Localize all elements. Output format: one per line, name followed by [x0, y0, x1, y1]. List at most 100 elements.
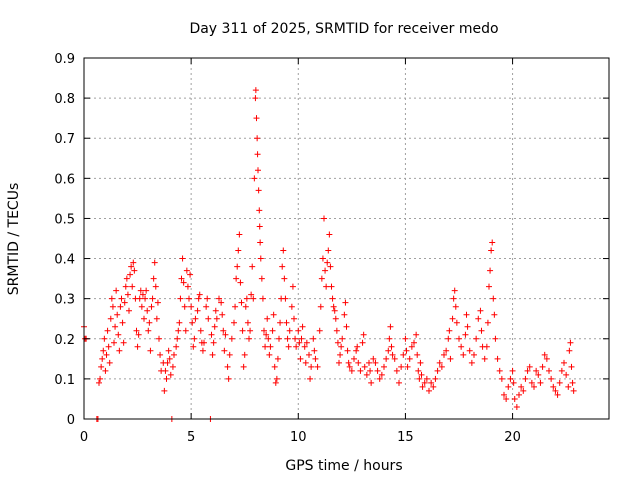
data-point: [182, 327, 189, 334]
data-point: [261, 327, 267, 334]
data-point: [101, 335, 108, 342]
data-point: [209, 351, 216, 358]
data-point: [104, 327, 111, 334]
data-point: [406, 355, 413, 362]
data-point: [232, 303, 239, 310]
data-point: [224, 363, 231, 370]
data-point: [366, 359, 372, 366]
y-tick-label: 0.7: [54, 132, 75, 147]
data-point: [220, 327, 227, 334]
data-point: [452, 303, 459, 310]
data-point: [489, 239, 496, 246]
data-point: [176, 319, 183, 326]
data-point: [271, 363, 278, 370]
data-point: [434, 367, 441, 374]
data-point: [249, 263, 256, 270]
data-point: [449, 315, 456, 322]
data-point: [241, 351, 248, 358]
data-point: [522, 375, 529, 382]
data-point: [129, 283, 136, 290]
data-point: [255, 187, 262, 194]
data-point: [167, 371, 174, 378]
x-axis-label: GPS time / hours: [285, 458, 402, 474]
data-point: [221, 347, 228, 354]
data-point: [119, 319, 126, 326]
data-point: [297, 355, 304, 362]
data-point: [334, 339, 341, 346]
data-point: [99, 355, 106, 362]
data-point: [342, 299, 349, 306]
data-point: [175, 327, 182, 334]
data-point: [415, 367, 422, 374]
y-tick-label: 0.3: [54, 293, 75, 308]
data-point: [146, 319, 153, 326]
data-point: [567, 339, 574, 346]
data-point: [213, 315, 220, 322]
data-point: [311, 347, 318, 354]
data-point: [541, 351, 548, 358]
data-point: [339, 335, 346, 342]
data-point: [187, 271, 194, 278]
data-point: [464, 323, 471, 330]
data-point: [292, 335, 299, 342]
y-tick-label: 0.1: [54, 373, 75, 388]
data-point: [490, 295, 497, 302]
data-point: [565, 383, 572, 390]
data-point: [307, 375, 314, 382]
data-point: [116, 347, 123, 354]
data-point: [494, 355, 501, 362]
data-point: [389, 351, 396, 358]
data-point: [136, 295, 143, 302]
data-point: [252, 95, 259, 102]
data-point: [314, 363, 321, 370]
data-point: [139, 291, 146, 298]
data-point: [169, 363, 176, 370]
data-point: [295, 327, 302, 334]
data-point: [556, 379, 563, 386]
data-point: [234, 263, 241, 270]
data-point: [142, 295, 149, 302]
data-point: [393, 367, 400, 374]
data-point: [246, 335, 252, 342]
data-point: [262, 343, 269, 350]
data-point: [462, 331, 469, 338]
data-point: [428, 379, 435, 386]
data-point: [248, 291, 255, 298]
data-point: [179, 255, 186, 262]
tick-labels: 0 0.1 0.2 0.3 0.4 0.5 0.6 0.7 0.8 0.9 0 5 10 15 20: [54, 52, 521, 445]
data-point: [539, 363, 546, 370]
data-point: [161, 387, 168, 394]
data-point: [192, 315, 199, 322]
data-point: [291, 315, 297, 322]
data-point: [97, 375, 104, 382]
y-tick-label: 0.6: [54, 172, 75, 187]
data-point: [537, 379, 544, 386]
data-point: [225, 375, 232, 382]
data-point: [360, 331, 367, 338]
data-point: [103, 351, 110, 358]
data-point: [570, 387, 577, 394]
data-point: [357, 367, 364, 374]
data-point: [237, 279, 244, 286]
data-point: [378, 371, 385, 378]
data-point: [436, 359, 443, 366]
data-point: [438, 363, 445, 370]
data-point: [324, 259, 331, 266]
data-point: [418, 371, 425, 378]
data-point: [253, 115, 260, 122]
data-point: [328, 283, 335, 290]
data-point: [351, 355, 357, 362]
data-point: [354, 343, 361, 350]
data-point: [496, 367, 503, 374]
data-point: [145, 327, 152, 334]
data-point: [212, 307, 219, 314]
data-point: [367, 367, 374, 374]
data-point: [505, 383, 512, 390]
data-point: [239, 327, 246, 334]
data-point: [516, 391, 522, 398]
data-point: [247, 327, 254, 334]
data-point: [391, 355, 398, 362]
data-point: [197, 327, 204, 334]
data-point: [326, 231, 333, 238]
